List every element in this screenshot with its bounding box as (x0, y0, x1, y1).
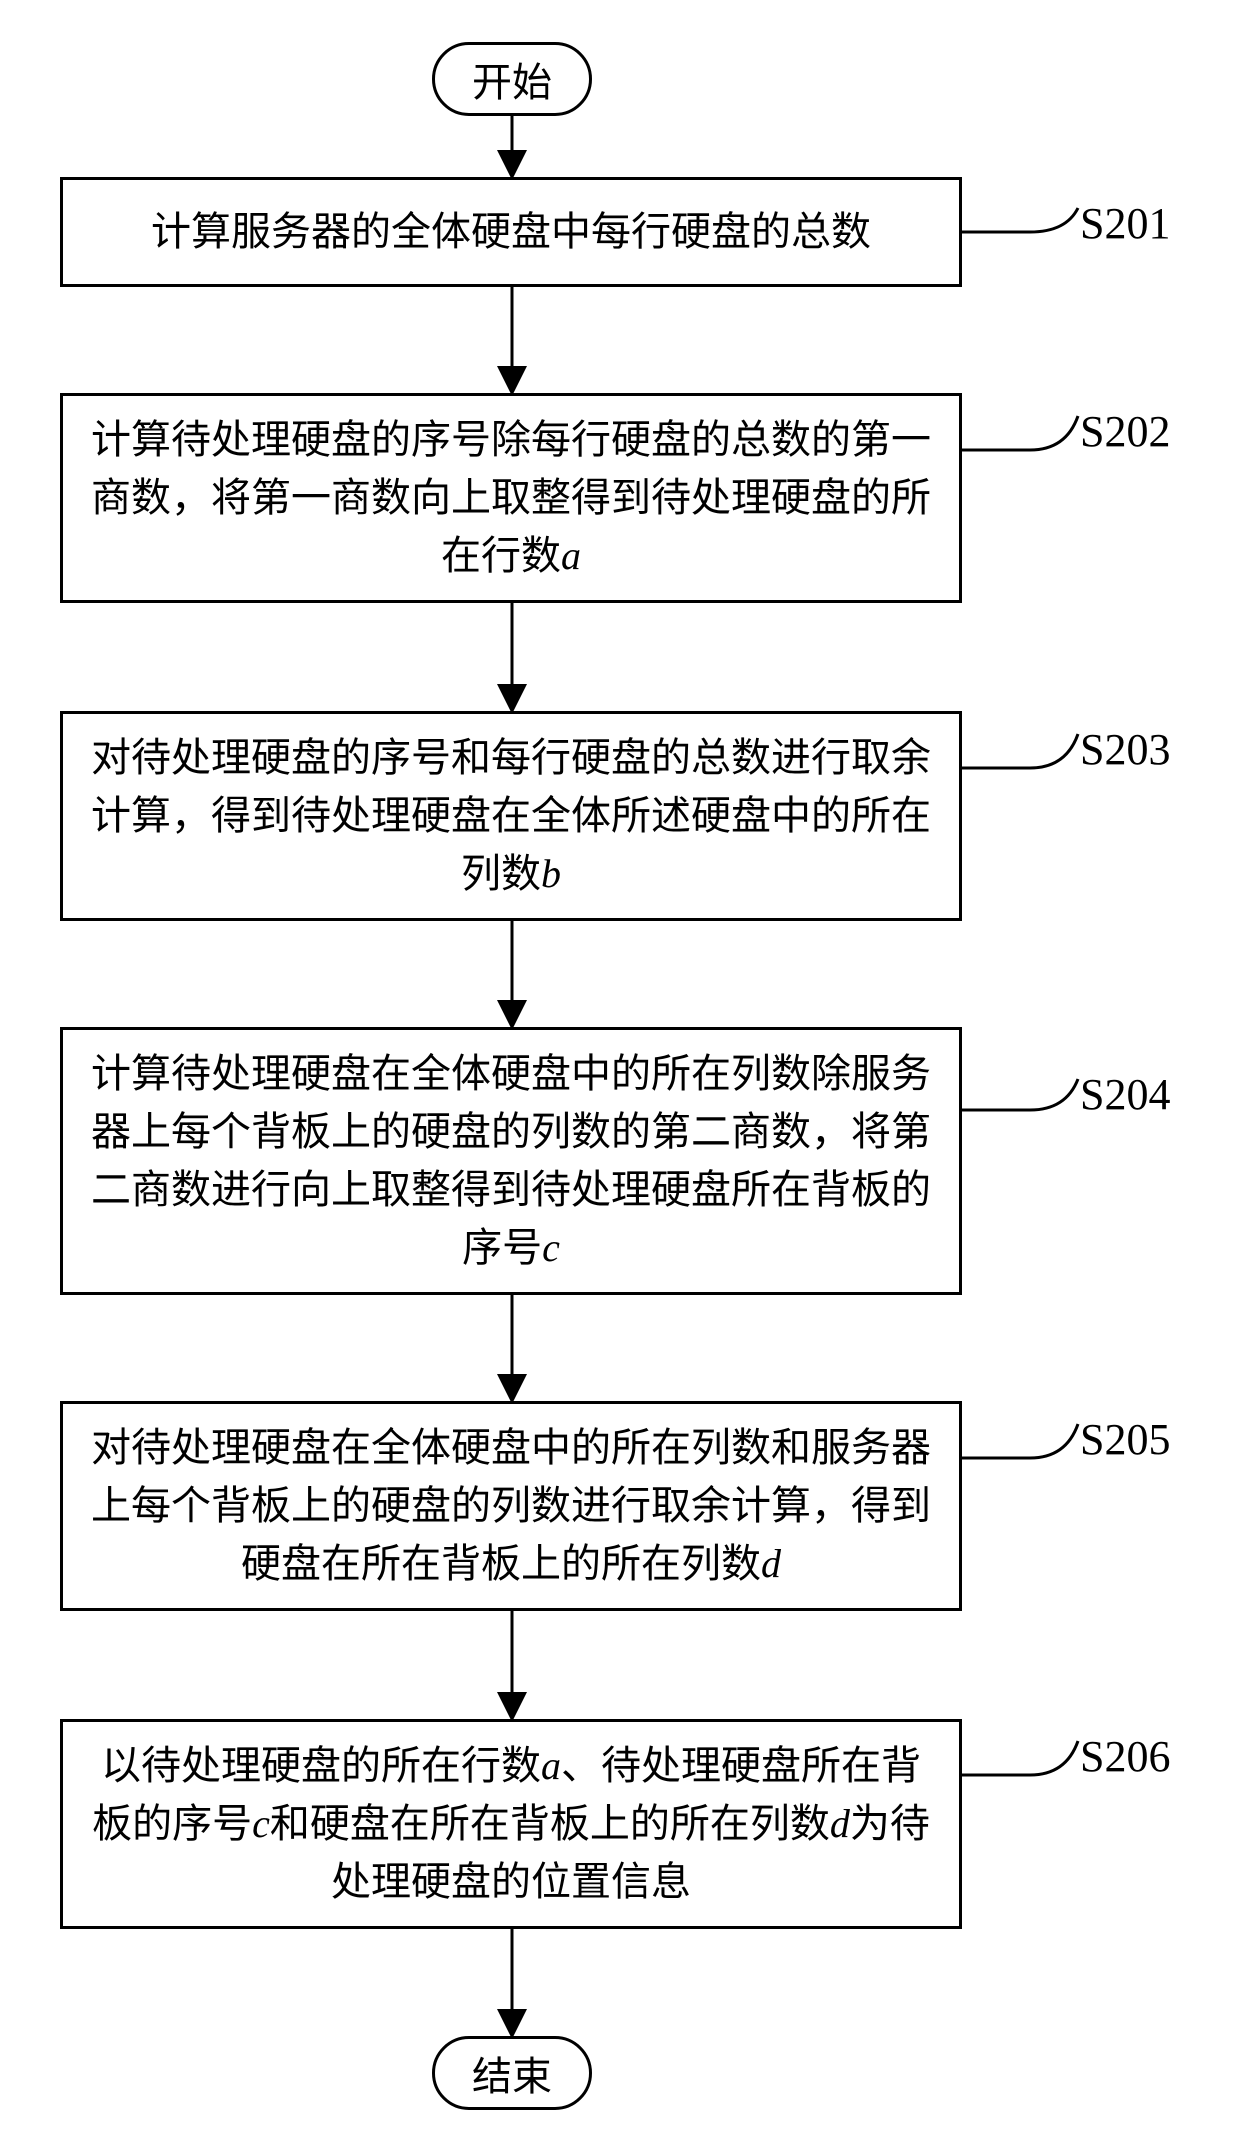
flowchart-canvas: 开始 计算服务器的全体硬盘中每行硬盘的总数S201计算待处理硬盘的序号除每行硬盘… (0, 0, 1240, 2138)
label-connector-S205 (962, 1424, 1078, 1458)
label-connector-S206 (962, 1741, 1078, 1775)
connectors-svg (0, 0, 1240, 2138)
label-connector-S202 (962, 416, 1078, 450)
label-connector-S201 (962, 208, 1078, 232)
label-connector-S204 (962, 1079, 1078, 1110)
label-connector-S203 (962, 734, 1078, 768)
